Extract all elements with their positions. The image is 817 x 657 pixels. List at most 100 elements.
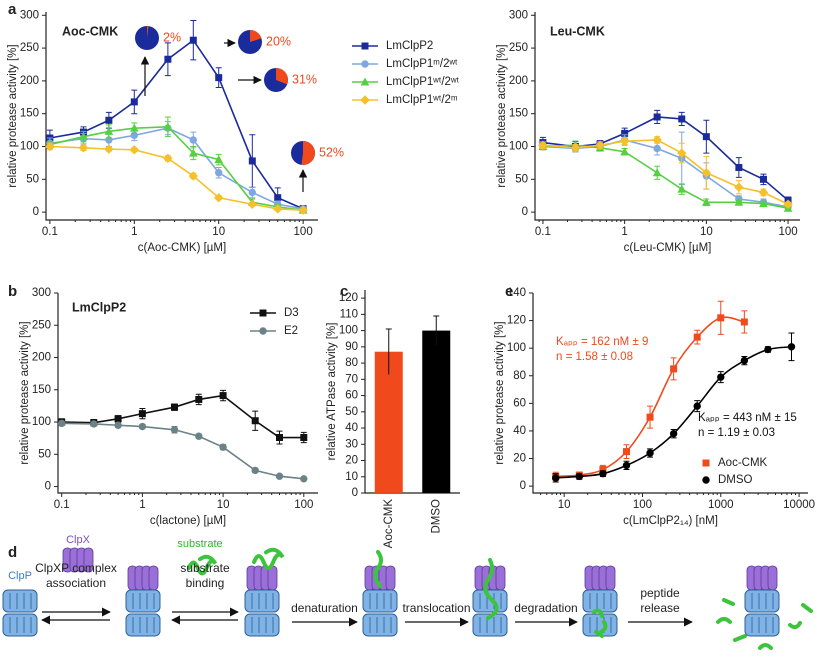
peptide	[801, 603, 813, 613]
y-tick-label: 0	[522, 206, 528, 218]
y-tick-label: 70	[345, 373, 358, 385]
data-point	[219, 443, 227, 451]
data-point	[646, 413, 654, 421]
step-label: association	[46, 576, 106, 590]
data-point	[163, 122, 173, 131]
data-point	[214, 155, 224, 164]
x-axis-label: c(Leu-CMK) [µM]	[624, 242, 712, 254]
data-point	[170, 426, 179, 434]
step-label: denaturation	[291, 601, 358, 615]
y-tick-label: 90	[345, 341, 358, 353]
y-tick-label: 0	[352, 487, 358, 499]
y-axis-label: relative protease activity [%]	[19, 321, 31, 464]
data-point	[79, 132, 88, 141]
pie-slice	[147, 26, 149, 38]
y-tick-label: 10	[345, 471, 358, 483]
data-point	[114, 421, 122, 429]
legend-marker	[361, 60, 369, 68]
x-tick-label: 1	[131, 226, 137, 238]
data-point	[570, 143, 581, 153]
y-tick-label: 100	[507, 342, 526, 354]
data-point	[702, 133, 710, 141]
clpp-ring	[472, 613, 508, 637]
data-point	[787, 343, 796, 351]
data-point	[251, 466, 259, 475]
substrate-fragments	[592, 608, 608, 638]
y-tick-label: 120	[339, 292, 358, 304]
data-point	[764, 345, 772, 354]
step-label: ClpXP complex	[35, 561, 117, 575]
clpp-label: ClpP	[8, 570, 32, 582]
peptide	[788, 621, 802, 630]
x-axis-label: c(Aoc-CMK) [µM]	[138, 242, 226, 254]
y-axis-label: relative ATPase activity [%]	[326, 323, 338, 461]
legend-label: DMSO	[718, 474, 753, 486]
x-tick-label: 0.1	[42, 226, 58, 238]
x-tick-label: 100	[294, 226, 313, 238]
data-point	[620, 147, 629, 156]
data-point	[619, 136, 630, 146]
step-label: substrate	[180, 561, 230, 575]
data-point	[275, 472, 284, 480]
y-tick-label: 100	[509, 141, 528, 153]
data-point	[734, 182, 744, 192]
data-point	[652, 135, 662, 145]
data-point	[129, 123, 139, 132]
y-tick-label: 300	[20, 9, 39, 21]
data-point	[740, 318, 748, 326]
series-line	[542, 139, 789, 205]
y-tick-label: 200	[32, 352, 51, 364]
x-axis-label: c(lactone) [µM]	[150, 515, 226, 527]
x-tick-label: 1	[139, 499, 145, 511]
y-tick-label: 80	[513, 370, 526, 382]
y-tick-label: 60	[345, 390, 358, 402]
x-tick-label: 100	[633, 499, 652, 511]
data-point	[247, 199, 258, 209]
y-tick-label: 150	[20, 108, 39, 120]
error-bar	[385, 328, 392, 375]
data-point	[130, 98, 138, 106]
y-tick-label: 300	[509, 9, 528, 21]
clpp-ring	[744, 613, 780, 637]
data-point	[251, 417, 259, 425]
y-tick-label: 100	[32, 416, 51, 428]
clpp-ring	[125, 589, 161, 613]
annotation: Kₐₚₚ = 443 nM ± 15	[698, 412, 797, 424]
x-tick-label: 1	[621, 226, 627, 238]
data-point	[622, 461, 631, 470]
pie-label: 2%	[163, 30, 181, 44]
series-line	[542, 116, 789, 201]
y-tick-label: 50	[515, 173, 528, 185]
data-point	[717, 373, 725, 381]
data-point	[300, 434, 308, 442]
y-tick-label: 300	[32, 287, 51, 299]
data-point	[538, 140, 548, 150]
step-label: peptide	[640, 586, 680, 600]
legend-label: D3	[284, 307, 299, 319]
series-line	[61, 422, 304, 480]
legend-marker	[702, 476, 710, 484]
legend-label: LmClpP1ʷᵗ/2ᵐ	[386, 94, 458, 106]
y-axis-label: relative protease activity [%]	[494, 321, 506, 464]
y-tick-label: 150	[32, 384, 51, 396]
annotation: n = 1.19 ± 0.03	[698, 427, 775, 439]
data-point	[298, 205, 308, 215]
y-axis-label: relative protease activity [%]	[7, 44, 19, 187]
pie-slice	[301, 141, 315, 165]
y-tick-label: 50	[38, 448, 51, 460]
chart-title: Leu-CMK	[550, 24, 605, 38]
y-tick-label: 60	[513, 397, 526, 409]
data-point	[759, 199, 768, 208]
data-point	[758, 187, 769, 198]
x-tick-label: 10000	[783, 499, 815, 511]
data-point	[599, 469, 607, 478]
data-point	[138, 410, 146, 418]
legend-label: LmClpP1ᵐ/2ʷᵗ	[386, 58, 458, 70]
data-point	[90, 420, 98, 428]
panel-letter: e	[505, 283, 513, 300]
legend-label: E2	[284, 325, 298, 337]
series-line	[49, 39, 304, 210]
data-point	[164, 55, 172, 63]
substrate-shape	[252, 547, 285, 570]
legend-marker	[360, 95, 370, 105]
